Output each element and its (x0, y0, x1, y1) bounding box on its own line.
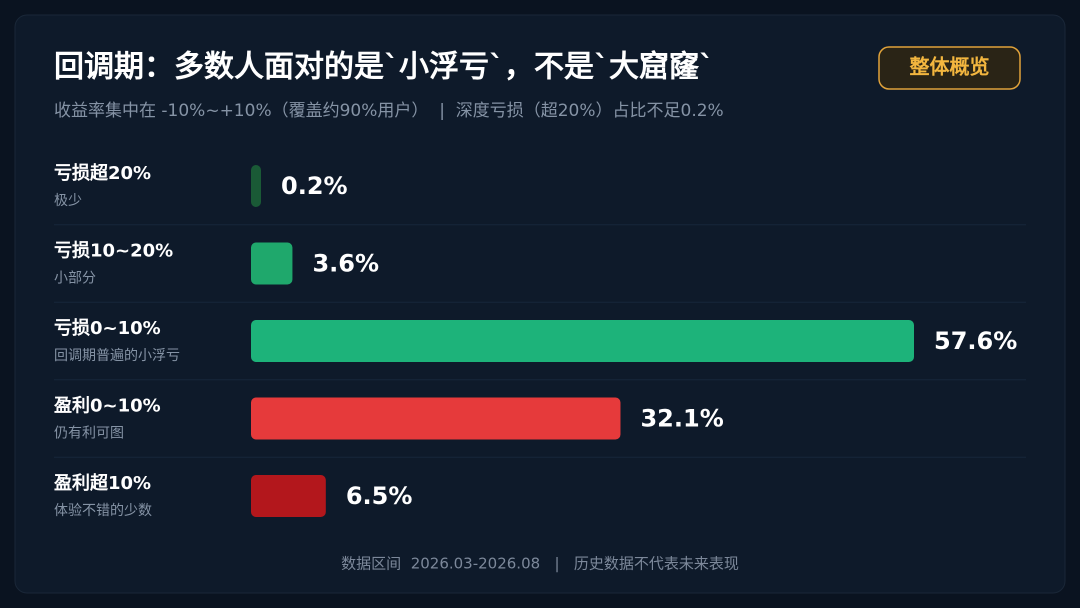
category-sublabel: 仍有利可图 (54, 426, 124, 442)
value-label: 6.5% (346, 482, 413, 510)
category-label: 盈利超10% (53, 472, 151, 494)
category-sublabel: 体验不错的少数 (54, 503, 152, 519)
category-label: 亏损0~10% (54, 317, 161, 339)
category-label: 亏损超20% (54, 162, 151, 184)
value-label: 57.6% (934, 327, 1017, 355)
bar (251, 165, 261, 207)
category-sublabel: 回调期普遍的小浮亏 (54, 348, 180, 364)
category-label: 盈利0~10% (53, 395, 161, 417)
bar (251, 397, 621, 440)
category-sublabel: 小部分 (54, 271, 96, 287)
badge[interactable]: 整体概览 (909, 55, 990, 79)
bar (251, 320, 914, 362)
footer: 数据区间 2026.03-2026.08 | 历史数据不代表未来表现 (341, 555, 739, 573)
title: 回调期：多数人面对的是`小浮亏`，不是`大窟窿` (54, 50, 714, 85)
subtitle: 收益率集中在 -10%~+10%（覆盖约90%用户） | 深度亏损（超20%）占… (54, 101, 724, 121)
value-label: 3.6% (312, 250, 379, 278)
category-sublabel: 极少 (54, 193, 82, 209)
card (14, 14, 1066, 594)
bar (251, 475, 326, 517)
value-label: 0.2% (281, 172, 348, 200)
value-label: 32.1% (640, 405, 723, 433)
bar (251, 242, 293, 285)
category-label: 亏损10~20% (54, 240, 173, 262)
badge-box[interactable] (878, 46, 1021, 90)
